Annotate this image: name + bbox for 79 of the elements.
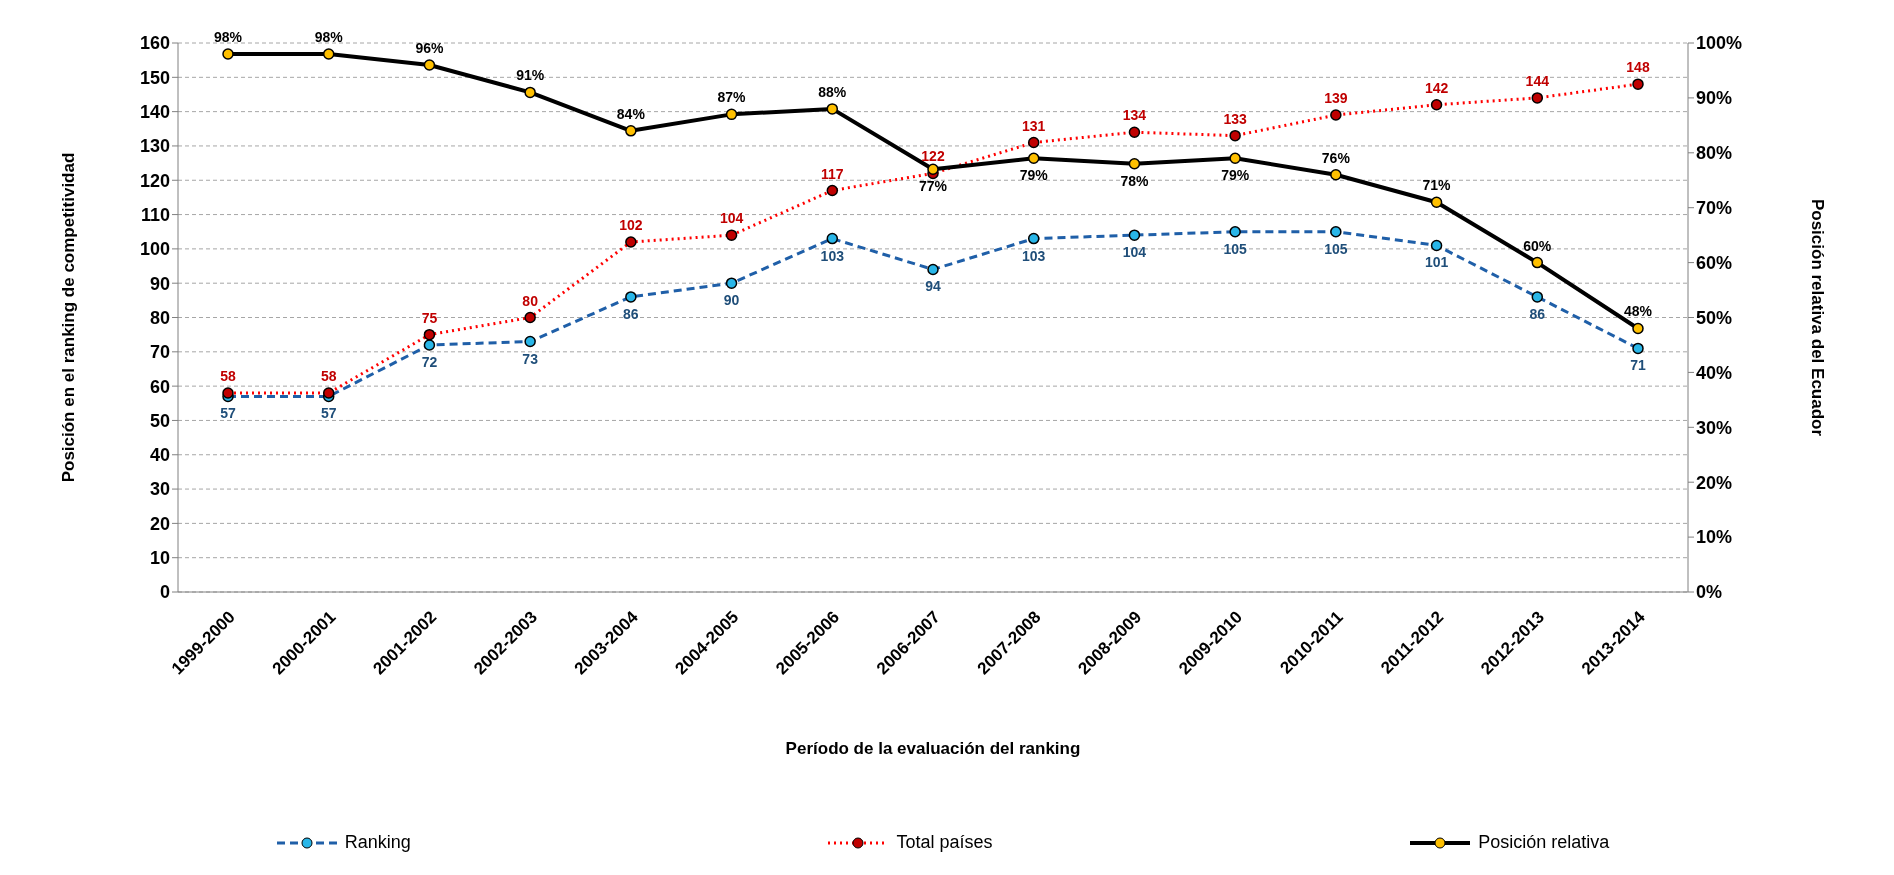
y-tick-label: 140: [139, 102, 170, 123]
data-label: 80: [522, 292, 539, 309]
data-label: 139: [1324, 90, 1348, 107]
y-tick-label: 80: [149, 307, 170, 328]
x-axis-title: Período de la evaluación del ranking: [785, 739, 1081, 759]
data-label: 78%: [1120, 172, 1149, 189]
data-label: 88%: [818, 83, 847, 100]
data-label: 102: [619, 217, 643, 234]
y-tick-label: 150: [139, 67, 170, 88]
data-label: 148: [1626, 59, 1650, 76]
data-label: 101: [1424, 254, 1449, 271]
y-tick-label: 0: [159, 582, 170, 603]
y2-tick-label: 10%: [1696, 527, 1733, 548]
y-tick-label: 120: [139, 170, 170, 191]
y-tick-label: 100: [139, 239, 170, 260]
y-tick-label: 160: [139, 33, 170, 54]
data-label: 104: [719, 210, 744, 227]
y-tick-label: 90: [149, 273, 170, 294]
data-label: 60%: [1523, 237, 1552, 254]
data-label: 91%: [516, 67, 545, 84]
y2-tick-label: 70%: [1696, 198, 1733, 219]
y2-tick-label: 90%: [1696, 88, 1733, 109]
data-label: 134: [1122, 107, 1147, 124]
data-label: 103: [1022, 247, 1046, 264]
data-label: 73: [522, 350, 539, 367]
data-label: 71%: [1422, 177, 1452, 194]
data-label: 79%: [1221, 167, 1250, 184]
y-tick-label: 110: [140, 204, 170, 225]
y-tick-label: 40: [149, 445, 170, 466]
data-label: 144: [1525, 72, 1550, 89]
data-label: 103: [820, 247, 845, 264]
data-label: 71: [1630, 357, 1646, 374]
y-tick-label: 70: [149, 342, 170, 363]
data-label: 72: [421, 353, 438, 370]
data-label: 98%: [314, 28, 344, 45]
data-label: 94: [925, 278, 941, 295]
y-tick-label: 50: [149, 410, 170, 431]
data-label: 131: [1022, 117, 1046, 134]
data-label: 105: [1223, 240, 1248, 257]
data-label: 96%: [415, 39, 444, 56]
data-label: 117: [820, 165, 844, 182]
data-label: 58: [320, 367, 337, 384]
data-label: 105: [1324, 240, 1348, 257]
legend-label: Posición relativa: [1477, 832, 1610, 853]
y2-tick-label: 40%: [1696, 362, 1733, 383]
data-label: 84%: [616, 105, 646, 122]
data-label: 75: [421, 309, 438, 326]
y2-tick-label: 30%: [1696, 417, 1733, 438]
y-tick-label: 60: [149, 376, 170, 397]
y-axis-title: Posición en el ranking de competitividad: [59, 152, 79, 483]
data-label: 90: [723, 292, 740, 309]
data-label: 77%: [918, 178, 948, 195]
y-tick-label: 130: [139, 136, 170, 157]
data-label: 57: [220, 405, 236, 422]
data-label: 86: [623, 305, 639, 322]
y2-tick-label: 50%: [1696, 307, 1733, 328]
data-label: 48%: [1623, 303, 1653, 320]
y2-axis-title: Posición relativa del Ecuador: [1807, 198, 1827, 437]
data-label: 87%: [717, 89, 747, 106]
y2-tick-label: 60%: [1696, 252, 1733, 273]
y2-tick-label: 80%: [1696, 143, 1733, 164]
y-tick-label: 30: [149, 479, 170, 500]
legend-label: Total países: [895, 832, 993, 853]
data-label: 57: [320, 405, 337, 422]
y2-tick-label: 20%: [1696, 472, 1733, 493]
y-tick-label: 10: [149, 548, 170, 569]
data-label: 142: [1424, 79, 1449, 96]
data-label: 86: [1529, 305, 1546, 322]
y-tick-label: 20: [149, 513, 170, 534]
y2-tick-label: 0%: [1696, 582, 1723, 603]
data-label: 76%: [1321, 149, 1351, 166]
data-label: 133: [1223, 110, 1248, 127]
legend-label: Ranking: [343, 832, 411, 853]
data-label: 79%: [1019, 167, 1049, 184]
data-label: 122: [921, 148, 945, 165]
data-label: 98%: [213, 28, 243, 45]
data-label: 104: [1122, 244, 1147, 261]
y2-tick-label: 100%: [1696, 33, 1743, 54]
data-label: 58: [220, 367, 236, 384]
